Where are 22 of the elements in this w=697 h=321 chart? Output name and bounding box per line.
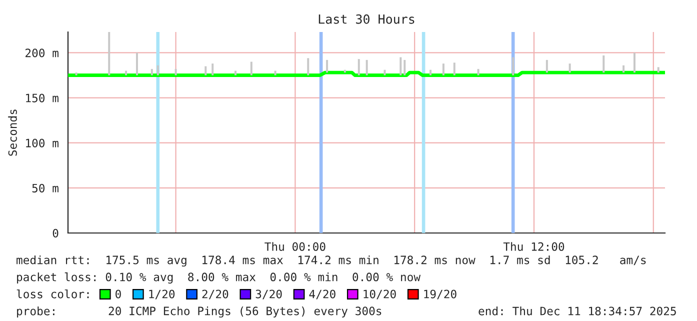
chart-title: Last 30 Hours [318,14,414,24]
y-tick-label: 200 m [26,48,58,58]
y-tick-label: 100 m [26,138,58,148]
text: probe: [17,306,54,318]
legend-label: 0 [116,290,121,298]
legend-title: loss color: [16,289,89,298]
legend-label: 19/20 [424,290,456,300]
y-tick-label: 50 m [32,184,58,192]
y-tick-label: 0 [52,228,58,238]
legend-label: 4/20 [309,290,336,300]
legend-label: 2/20 [202,290,228,300]
legend-label: 1/20 [149,290,175,300]
y-tick-label: 150 m [26,94,58,102]
text: median rtt: 175.5 ms avg 178.4 ms max 174.2 ms min 178.2 ms now 1.7 ms sd 105.2 am/s [16,255,646,267]
x-tick-label: Thu 12:00 [503,242,564,251]
x-tick-label: Thu 00:00 [264,242,326,251]
text: 20 ICMP Echo Pings (56 Bytes) every 300s [108,306,382,318]
y-axis-title: Seconds [8,110,17,156]
legend-label: 10/20 [364,290,396,300]
legend-label: 3/20 [256,290,282,300]
text: packet loss: 0.10 % avg 8.00 % max 0.00 % min 0.00 % now [17,272,421,284]
text: end: Thu Dec 11 18:34:57 2025 [478,306,676,316]
